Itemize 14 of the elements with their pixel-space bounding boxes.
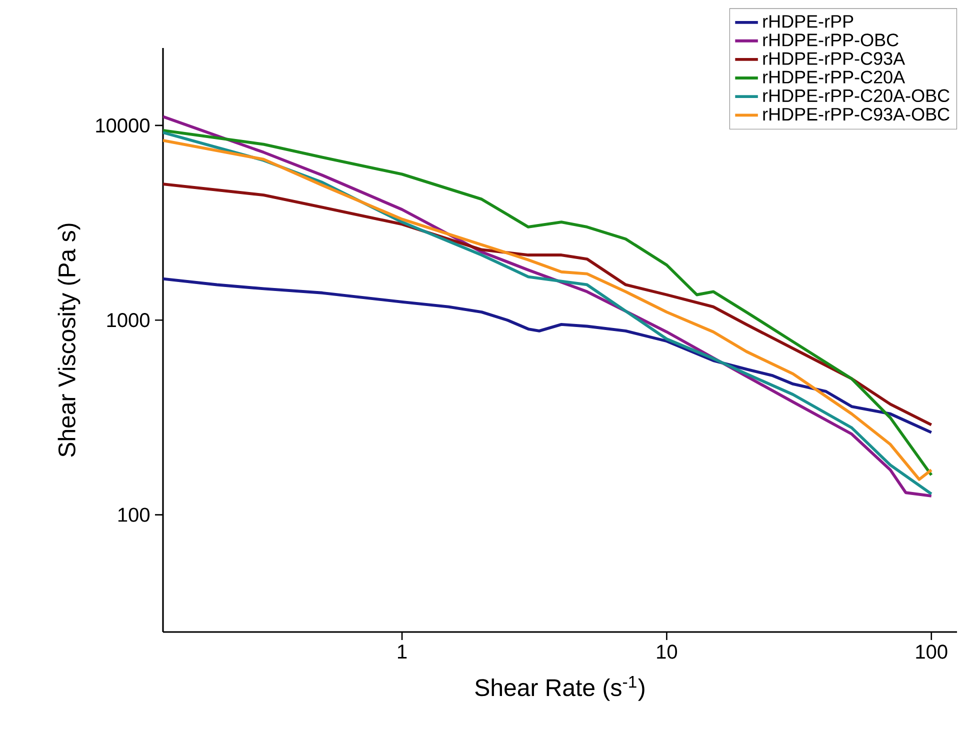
legend-label: rHDPE-rPP-C20A-OBC bbox=[763, 89, 950, 102]
legend-label: rHDPE-rPP bbox=[763, 15, 854, 28]
legend-label: rHDPE-rPP-OBC bbox=[763, 34, 898, 46]
y-tick-label: 10000 bbox=[96, 118, 150, 133]
y-tick-label: 1000 bbox=[107, 313, 150, 328]
x-tick-label: 10 bbox=[657, 644, 678, 659]
legend-label: rHDPE-rPP-C20A bbox=[763, 70, 906, 84]
y-axis-title: Shear Viscosity (Pa s) bbox=[58, 224, 80, 457]
y-tick-label: 100 bbox=[118, 508, 150, 522]
x-tick-label: 100 bbox=[916, 644, 948, 659]
legend-label: rHDPE-rPP-C93A bbox=[763, 52, 906, 65]
legend-label: rHDPE-rPP-C93A-OBC bbox=[763, 108, 950, 121]
x-axis-title: Shear Rate (s$^{-1}$) bbox=[475, 676, 644, 701]
x-tick-label: 1 bbox=[398, 644, 407, 658]
